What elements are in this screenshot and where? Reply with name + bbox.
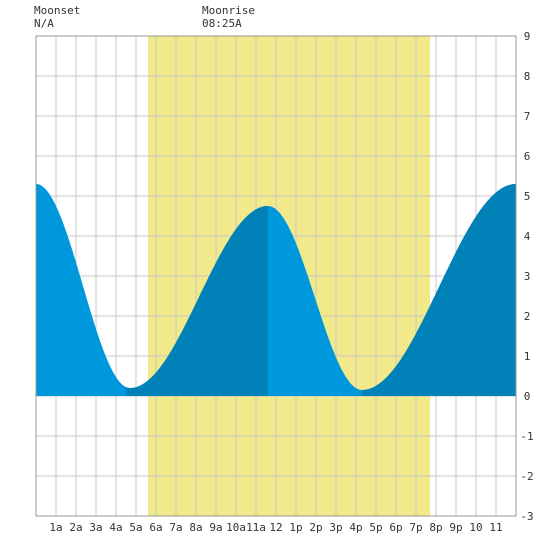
- x-tick-label: 7p: [409, 521, 422, 534]
- plot-frame: [35, 35, 517, 517]
- x-tick-label: 1a: [49, 521, 62, 534]
- x-tick-label: 6a: [149, 521, 162, 534]
- y-tick-label: -2: [520, 470, 533, 483]
- tide-area: [36, 184, 516, 396]
- x-tick-label: 4a: [109, 521, 122, 534]
- x-tick-label: 7a: [169, 521, 182, 534]
- y-tick-label: 3: [524, 270, 531, 283]
- y-tick-label: 2: [524, 310, 531, 323]
- tide-area-shaded: [362, 184, 516, 396]
- tide-area-shaded: [126, 206, 268, 396]
- x-tick-label: 9p: [449, 521, 462, 534]
- moonrise-title: Moonrise: [202, 4, 255, 17]
- y-tick-label: 6: [524, 150, 531, 163]
- moonset-time: N/A: [34, 17, 54, 30]
- y-tick-label: 1: [524, 350, 531, 363]
- x-tick-label: 9a: [209, 521, 222, 534]
- y-tick-labels: -3 -2 -1 0 1 2 3 4 5 6 7 8 9: [520, 30, 533, 523]
- y-tick-label: -1: [520, 430, 533, 443]
- x-tick-label: 12: [269, 521, 282, 534]
- frame-layer: [35, 35, 517, 517]
- x-tick-label: 8p: [429, 521, 442, 534]
- x-tick-label: 2p: [309, 521, 322, 534]
- x-tick-labels: 1a 2a 3a 4a 5a 6a 7a 8a 9a 10a 11a 12 1p 2p 3p 4p 5p 6p 7p…: [49, 521, 502, 534]
- x-tick-label: 3a: [89, 521, 102, 534]
- x-tick-label: 3p: [329, 521, 342, 534]
- moonrise-time: 08:25A: [202, 17, 242, 30]
- moonset-title: Moonset: [34, 4, 81, 17]
- x-tick-label: 6p: [389, 521, 402, 534]
- x-tick-label: 10: [469, 521, 482, 534]
- x-tick-label: 8a: [189, 521, 202, 534]
- tide-area-layer: [36, 184, 516, 396]
- x-tick-label: 11: [489, 521, 502, 534]
- moonrise-label: Moonrise 08:25A: [202, 4, 255, 30]
- x-tick-label: 1p: [289, 521, 302, 534]
- x-tick-label: 4p: [349, 521, 362, 534]
- y-tick-label: 7: [524, 110, 531, 123]
- moonset-label: Moonset N/A: [34, 4, 80, 30]
- y-tick-label: 8: [524, 70, 531, 83]
- x-tick-label: 10a: [226, 521, 246, 534]
- y-tick-label: 9: [524, 30, 531, 43]
- x-tick-label: 2a: [69, 521, 82, 534]
- x-tick-label: 11a: [246, 521, 266, 534]
- x-tick-label: 5p: [369, 521, 382, 534]
- y-tick-label: -3: [520, 510, 533, 523]
- x-tick-label: 5a: [129, 521, 142, 534]
- y-tick-label: 0: [524, 390, 531, 403]
- y-tick-label: 4: [524, 230, 531, 243]
- y-tick-label: 5: [524, 190, 531, 203]
